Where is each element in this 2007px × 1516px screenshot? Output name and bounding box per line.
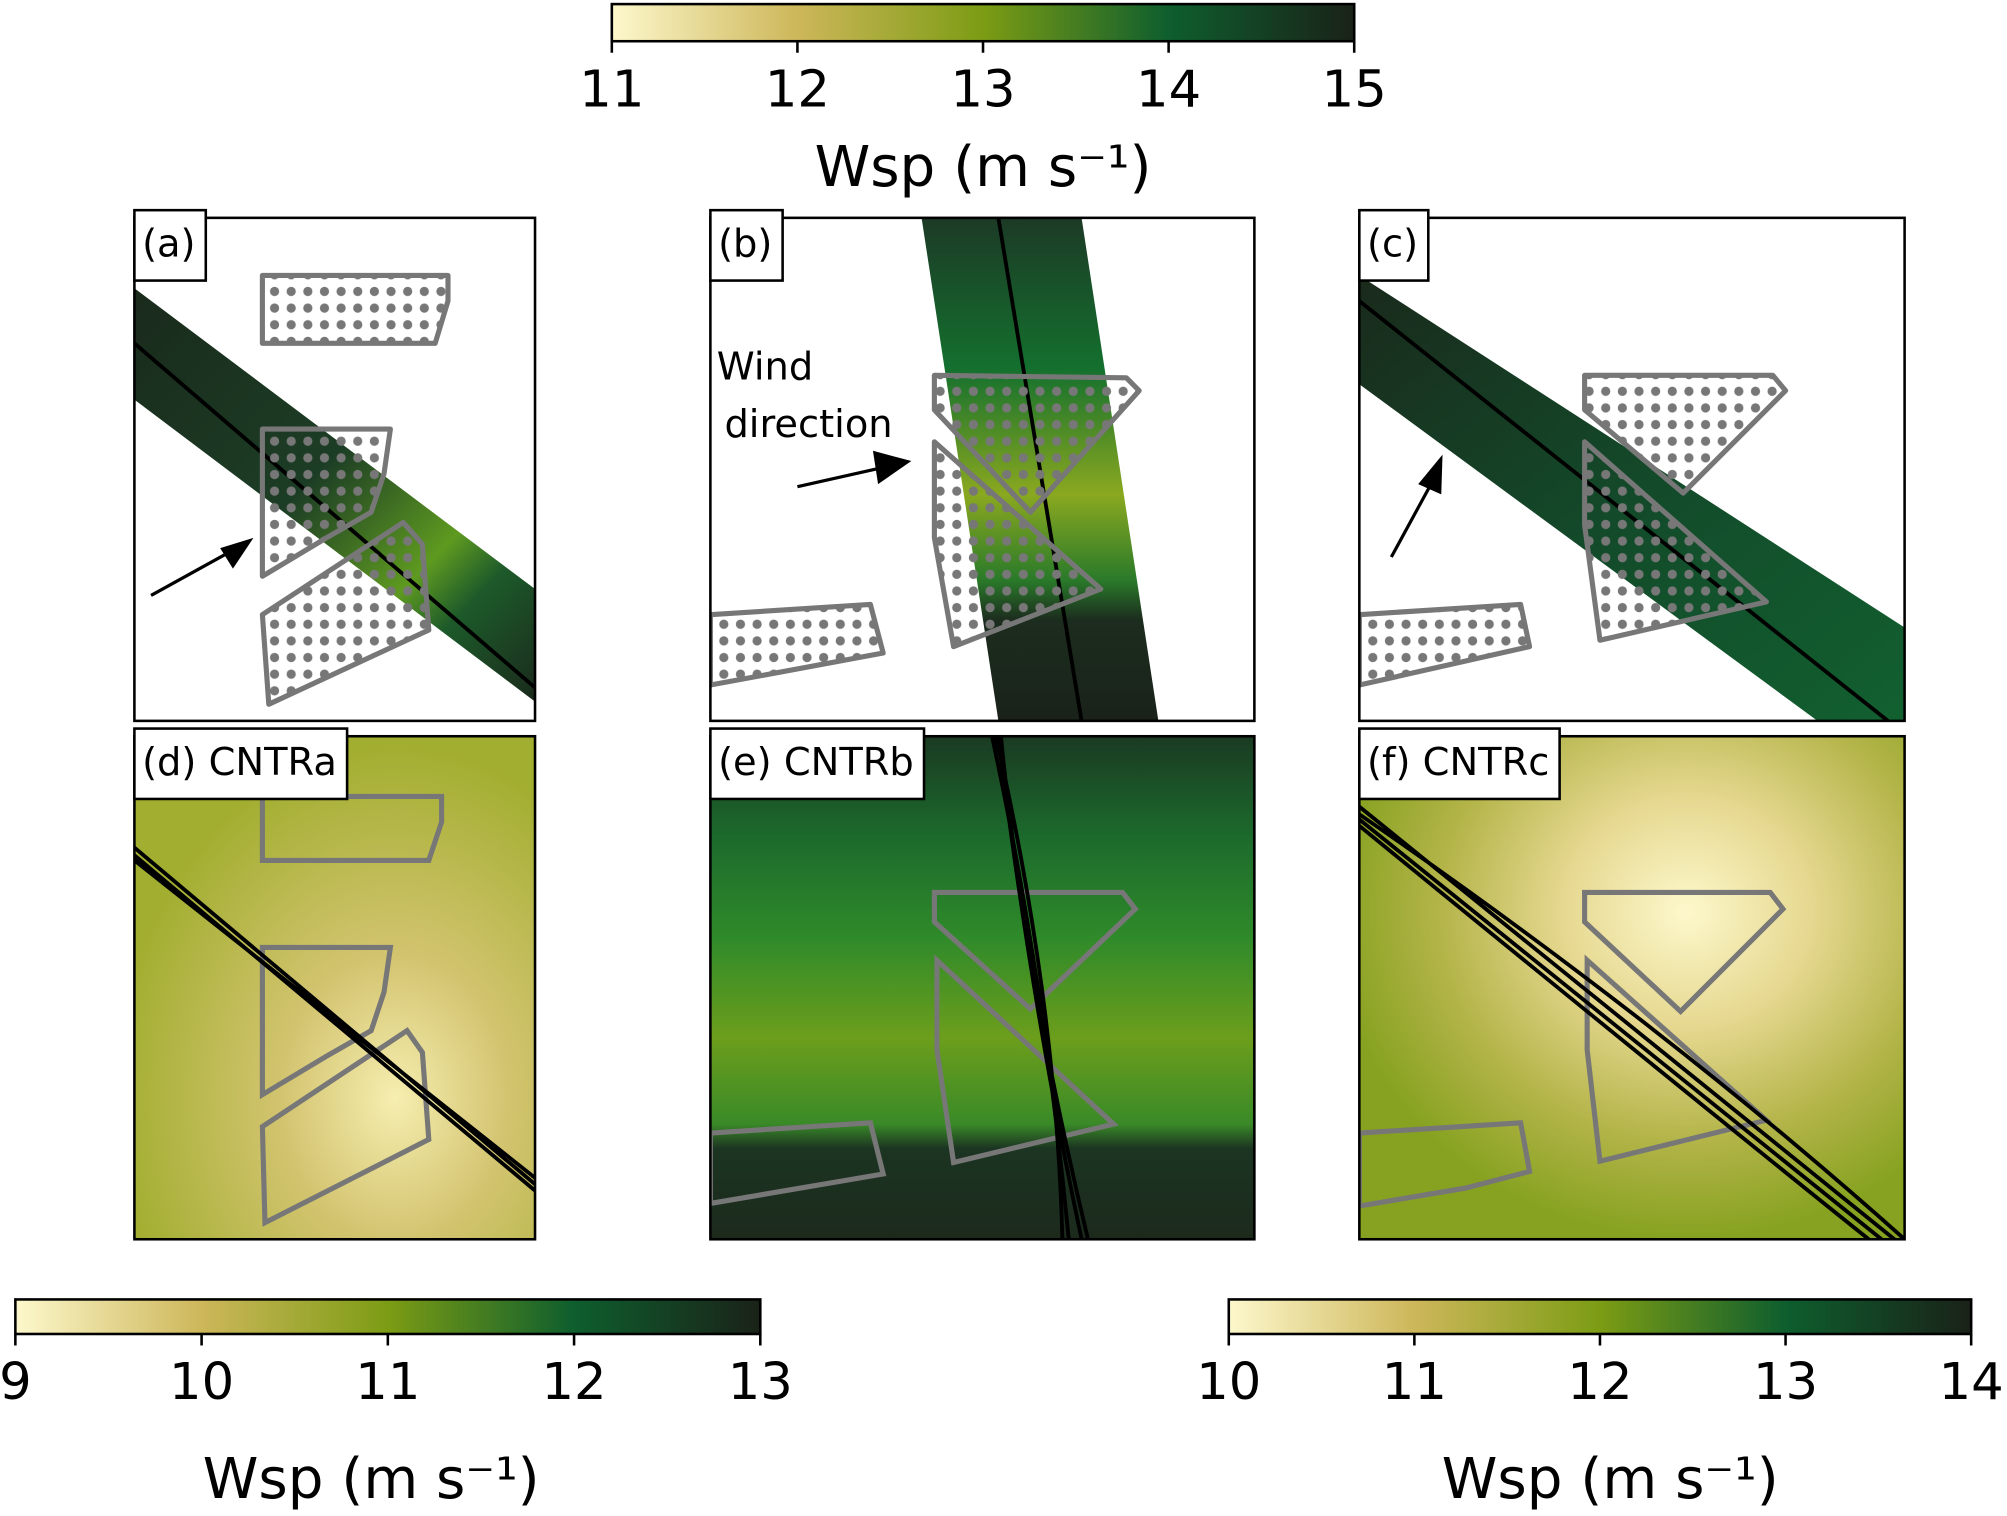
panel-labels: (a) (b) (c) (d) CNTRa (e) CNTRb (f) CNTRc — [133, 208, 1561, 801]
tick-label: 10 — [1196, 1352, 1261, 1412]
panel-label: (d) CNTRa — [142, 740, 337, 785]
tick-label: 13 — [728, 1352, 793, 1412]
tick-label: 12 — [1567, 1352, 1632, 1412]
colorbar — [14, 1298, 762, 1336]
panel-f — [1359, 736, 1905, 1240]
tick-label: 12 — [541, 1352, 606, 1412]
tick-label: 11 — [1382, 1352, 1447, 1412]
tick-label: 9 — [0, 1352, 32, 1412]
tick-label: 15 — [1322, 59, 1387, 119]
tick-label: 12 — [765, 59, 830, 119]
tick-label: 13 — [950, 59, 1015, 119]
tick-label: 14 — [1136, 59, 1201, 119]
panel-e — [710, 736, 1255, 1240]
label-box — [1358, 727, 1561, 801]
annotation-line: Wind — [717, 344, 813, 389]
panel-label: (c) — [1367, 222, 1418, 267]
tick-label: 10 — [169, 1352, 234, 1412]
panel-label: (f) CNTRc — [1367, 740, 1549, 785]
colorbar — [1227, 1298, 1973, 1336]
label-box — [133, 208, 208, 282]
colorbar-label: Wsp (m s⁻¹) — [203, 1447, 540, 1512]
panel-d — [134, 736, 536, 1240]
label-box — [709, 208, 784, 282]
panel-c — [1359, 275, 1905, 721]
colorbar — [610, 2, 1356, 43]
tick-label: 14 — [1939, 1352, 2004, 1412]
label-box — [1358, 208, 1430, 282]
annotation-line: direction — [724, 402, 892, 447]
tick-label: 11 — [355, 1352, 420, 1412]
panel-a — [134, 272, 536, 707]
label-box — [709, 727, 926, 801]
label-box — [133, 727, 349, 801]
colorbar-label: Wsp (m s⁻¹) — [815, 135, 1152, 200]
tick-label: 13 — [1753, 1352, 1818, 1412]
panel-label: (e) CNTRb — [718, 740, 914, 785]
panel-b — [710, 217, 1159, 721]
panel-label: (b) — [718, 222, 772, 267]
tick-label: 11 — [579, 59, 644, 119]
colorbar-label: Wsp (m s⁻¹) — [1442, 1447, 1779, 1512]
panel-label: (a) — [142, 222, 195, 267]
